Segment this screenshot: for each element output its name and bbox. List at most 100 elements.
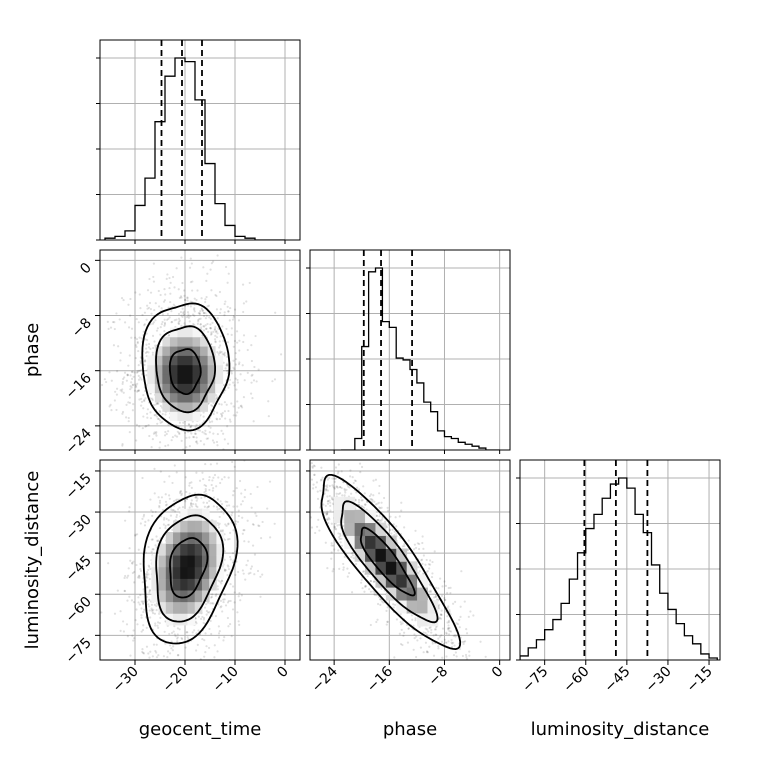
- sample-point: [417, 566, 420, 569]
- sample-point: [202, 411, 205, 414]
- sample-point: [453, 721, 455, 723]
- sample-point: [250, 506, 253, 509]
- sample-point: [163, 329, 166, 333]
- sample-point: [376, 602, 380, 606]
- sample-point: [159, 421, 162, 424]
- sample-point: [178, 431, 181, 434]
- sample-point: [153, 431, 156, 434]
- sample-point: [244, 488, 247, 491]
- sample-point: [218, 290, 222, 294]
- sample-point: [449, 681, 451, 683]
- sample-point: [147, 424, 150, 427]
- density-cell: [207, 383, 216, 394]
- sample-point: [152, 432, 156, 435]
- sample-point: [148, 598, 151, 601]
- sample-point: [159, 470, 162, 473]
- sample-point: [186, 311, 190, 314]
- sample-point: [174, 634, 177, 638]
- sample-point: [130, 327, 134, 330]
- density-cell: [207, 392, 216, 403]
- sample-point: [132, 629, 135, 632]
- sample-point: [151, 514, 154, 517]
- sample-point: [246, 671, 248, 673]
- y-tick-label: −8: [69, 315, 95, 341]
- density-cell: [200, 336, 209, 347]
- sample-point: [311, 466, 314, 469]
- sample-point: [155, 643, 158, 646]
- sample-point: [231, 552, 235, 555]
- sample-point: [212, 496, 216, 499]
- sample-point: [196, 442, 199, 445]
- sample-point: [460, 664, 462, 666]
- sample-point: [257, 368, 260, 371]
- sample-point: [219, 412, 223, 416]
- sample-point: [361, 499, 364, 502]
- sample-point: [380, 519, 383, 522]
- sample-point: [213, 644, 216, 647]
- density-cell: [354, 548, 366, 562]
- sample-point: [327, 516, 330, 519]
- sample-point: [165, 503, 168, 506]
- sample-point: [162, 455, 164, 457]
- sample-point: [450, 638, 453, 642]
- sample-point: [362, 485, 365, 488]
- sample-point: [139, 362, 142, 365]
- sample-point: [200, 308, 203, 311]
- panel-frame: [99, 39, 301, 241]
- sample-point: [442, 642, 445, 645]
- sample-point: [206, 506, 209, 509]
- sample-point: [415, 635, 418, 638]
- sample-point: [172, 509, 175, 512]
- density-layer: [281, 445, 487, 723]
- density-cell: [158, 543, 167, 556]
- sample-point: [457, 670, 459, 672]
- sample-point: [330, 551, 333, 554]
- sample-point: [175, 267, 178, 270]
- sample-point: [352, 481, 355, 485]
- sample-point: [63, 351, 65, 353]
- sample-point: [221, 325, 224, 328]
- sample-point: [179, 295, 183, 298]
- sample-point: [338, 492, 342, 495]
- sample-point: [154, 456, 156, 458]
- sample-point: [226, 363, 229, 367]
- y-tick-label: 0: [77, 260, 95, 278]
- sample-point: [242, 310, 245, 314]
- sample-point: [338, 523, 341, 526]
- sample-point: [295, 463, 297, 465]
- sample-point: [230, 372, 233, 375]
- sample-point: [392, 523, 395, 526]
- sample-point: [216, 497, 219, 501]
- sample-point: [267, 400, 270, 403]
- sample-point: [204, 429, 207, 432]
- sample-point: [439, 613, 442, 616]
- sample-point: [170, 320, 174, 323]
- sample-point: [364, 585, 367, 588]
- sample-point: [168, 316, 171, 319]
- sample-point: [124, 574, 127, 578]
- sample-point: [162, 300, 166, 303]
- density-cell: [177, 411, 186, 422]
- density-cell: [216, 543, 225, 556]
- sample-point: [214, 341, 217, 344]
- grid-lines: [310, 460, 510, 660]
- sample-point: [421, 535, 424, 538]
- sample-point: [203, 505, 206, 508]
- sample-point: [148, 565, 151, 568]
- sample-point: [202, 621, 205, 624]
- sample-point: [332, 568, 335, 571]
- sample-point: [154, 344, 157, 347]
- sample-point: [203, 491, 206, 494]
- sample-point: [351, 554, 355, 557]
- sample-point: [213, 327, 217, 330]
- sample-point: [313, 473, 316, 476]
- density-cell: [344, 496, 356, 511]
- sample-point: [140, 397, 143, 400]
- sample-point: [241, 283, 245, 286]
- sample-point: [281, 445, 283, 447]
- density-cell: [180, 578, 188, 591]
- sample-point: [379, 603, 382, 607]
- density-cell: [333, 496, 345, 511]
- sample-point: [142, 393, 145, 397]
